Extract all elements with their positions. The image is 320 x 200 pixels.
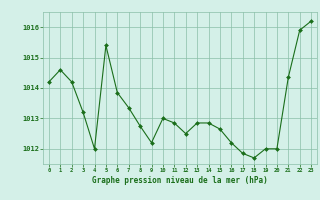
X-axis label: Graphe pression niveau de la mer (hPa): Graphe pression niveau de la mer (hPa): [92, 176, 268, 185]
